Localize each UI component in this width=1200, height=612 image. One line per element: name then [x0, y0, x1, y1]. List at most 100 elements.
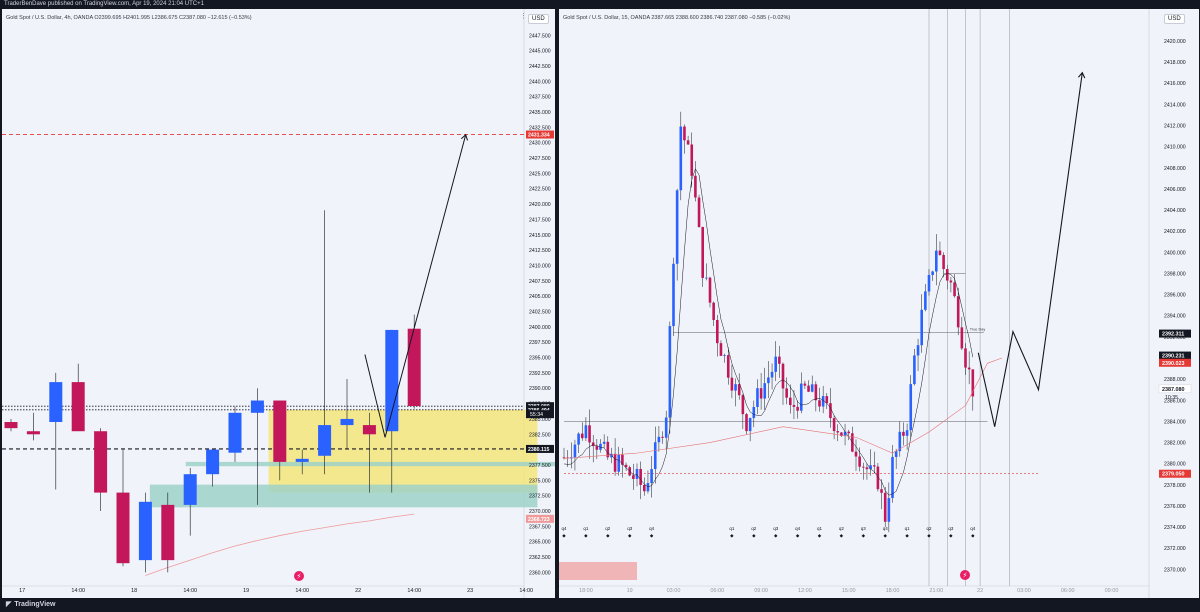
candle-body — [949, 280, 953, 283]
quarter-marker-icon: ◆ — [949, 534, 953, 539]
price-tick-label: 2386.000 — [1164, 398, 1186, 404]
candle-body — [814, 384, 818, 401]
price-tick-label: 2412.500 — [529, 248, 551, 254]
quarter-label: q2 — [839, 526, 845, 531]
chart-canvas-4h[interactable]: 2447.500 2445.000 2442.500 2440.000 2437.500… — [2, 9, 555, 598]
time-tick-label: 23 — [467, 588, 473, 594]
quarter-label: q4 — [561, 526, 567, 531]
candle-body — [854, 451, 858, 457]
price-tick-label: 2425.000 — [529, 171, 551, 177]
price-tick-label: 2407.500 — [529, 279, 551, 285]
price-tick-label: 2388.000 — [1164, 377, 1186, 383]
candle-body — [778, 356, 781, 364]
candle-body — [876, 466, 880, 490]
price-tick-label: 2395.000 — [529, 356, 551, 362]
candle-body — [883, 492, 887, 522]
candle-body — [967, 367, 971, 370]
price-tick-label: 2370.000 — [529, 509, 551, 515]
candle-body — [407, 328, 421, 407]
candle-body — [872, 465, 876, 467]
candle-body — [584, 425, 588, 439]
candle-body — [752, 406, 756, 419]
quarter-label: q2 — [926, 526, 932, 531]
candle-body — [653, 442, 657, 470]
quarter-label: q1 — [905, 526, 911, 531]
level-label: 2387.080 — [1162, 387, 1184, 393]
quarter-label: q4 — [970, 526, 976, 531]
candle-body — [183, 474, 197, 505]
candle-body — [664, 417, 668, 438]
candle-body — [657, 436, 661, 443]
candle-body — [672, 263, 675, 327]
chart-canvas-15m[interactable]: True Day q4 ◆ q1 ◆ q2 ◆ q3 ◆ q4 ◆ q1 ◆ q2 ◆ q3 ◆ q4 ◆ q1 ◆ q2… — [559, 9, 1199, 598]
price-tick-label: 2440.000 — [529, 79, 551, 85]
fast-moving-average — [563, 168, 974, 496]
candle-body — [792, 405, 796, 407]
quarter-marker-icon: ◆ — [818, 534, 822, 539]
quarter-marker-icon: ◆ — [883, 534, 887, 539]
quarter-marker-icon: ◆ — [774, 534, 778, 539]
candle-body — [650, 469, 653, 484]
currency-button-15m[interactable]: USD — [1164, 14, 1185, 24]
candle-body — [730, 377, 734, 391]
candle-body — [701, 227, 704, 278]
candle-body — [385, 329, 399, 432]
candle-body — [894, 451, 898, 457]
price-tick-label: 2396.000 — [1164, 293, 1186, 299]
price-tick-label: 2384.000 — [1164, 419, 1186, 425]
candle-body — [340, 418, 354, 426]
candle-body — [573, 444, 577, 458]
time-tick-label: 15:00 — [842, 588, 856, 594]
chart-pane-15m[interactable]: True Day q4 ◆ q1 ◆ q2 ◆ q3 ◆ q4 ◆ q1 ◆ q2 ◆ q3 ◆ q4 ◆ q1 ◆ q2… — [559, 9, 1199, 598]
candle-body — [945, 269, 949, 281]
candle-body — [865, 467, 869, 470]
time-tick-label: 09:00 — [754, 588, 768, 594]
candle-body — [741, 395, 745, 415]
quarter-marker-icon: ◆ — [584, 534, 588, 539]
candle-body — [617, 454, 621, 472]
price-tick-label: 2382.000 — [1164, 441, 1186, 447]
level-label: 2368.723 — [528, 517, 550, 523]
candle-body — [770, 371, 774, 378]
price-tick-label: 2367.500 — [529, 524, 551, 530]
price-tick-label: 2415.000 — [529, 233, 551, 239]
candle-body — [577, 433, 580, 445]
time-tick-label: 09:00 — [1105, 588, 1119, 594]
time-tick-label: 12:00 — [798, 588, 812, 594]
candle-body — [683, 126, 686, 141]
candle-body — [956, 296, 960, 328]
price-tick-label: 2408.000 — [1164, 166, 1186, 172]
level-label: 2390.023 — [1162, 361, 1184, 367]
price-tick-label: 2420.000 — [1164, 39, 1186, 45]
level-label-bg — [1158, 384, 1192, 394]
candle-body — [737, 384, 741, 396]
candle-body — [781, 363, 785, 389]
candle-body — [588, 425, 591, 443]
candle-body — [799, 383, 803, 411]
level-label-bg — [1159, 358, 1191, 367]
price-tick-label: 2427.500 — [529, 156, 551, 162]
candle-body — [639, 468, 642, 485]
quarter-label: q3 — [948, 526, 954, 531]
candle-body — [228, 412, 242, 453]
hline-label: True Day — [970, 328, 986, 332]
candle-body — [832, 418, 836, 432]
zone-2 — [149, 484, 538, 508]
candle-body — [161, 504, 175, 561]
price-tick-label: 2412.000 — [1164, 124, 1186, 130]
candle-body — [821, 396, 825, 407]
candle-body — [785, 388, 788, 398]
quarter-label: q2 — [751, 526, 757, 531]
time-tick-label: 21:00 — [929, 588, 943, 594]
quarter-label: q4 — [649, 526, 655, 531]
level-label: 2379.050 — [1162, 472, 1184, 478]
chart-pane-4h[interactable]: 2447.500 2445.000 2442.500 2440.000 2437.500… — [2, 9, 555, 598]
quarter-marker-icon: ◆ — [796, 534, 800, 539]
currency-button-4h[interactable]: USD — [528, 14, 549, 24]
projection-path — [364, 134, 467, 438]
more-options-icon[interactable]: ⋮ — [520, 13, 527, 20]
candle-body — [964, 348, 967, 368]
quarter-marker-icon: ◆ — [905, 534, 909, 539]
quarter-marker-icon: ◆ — [650, 534, 654, 539]
candle-body — [763, 383, 767, 399]
